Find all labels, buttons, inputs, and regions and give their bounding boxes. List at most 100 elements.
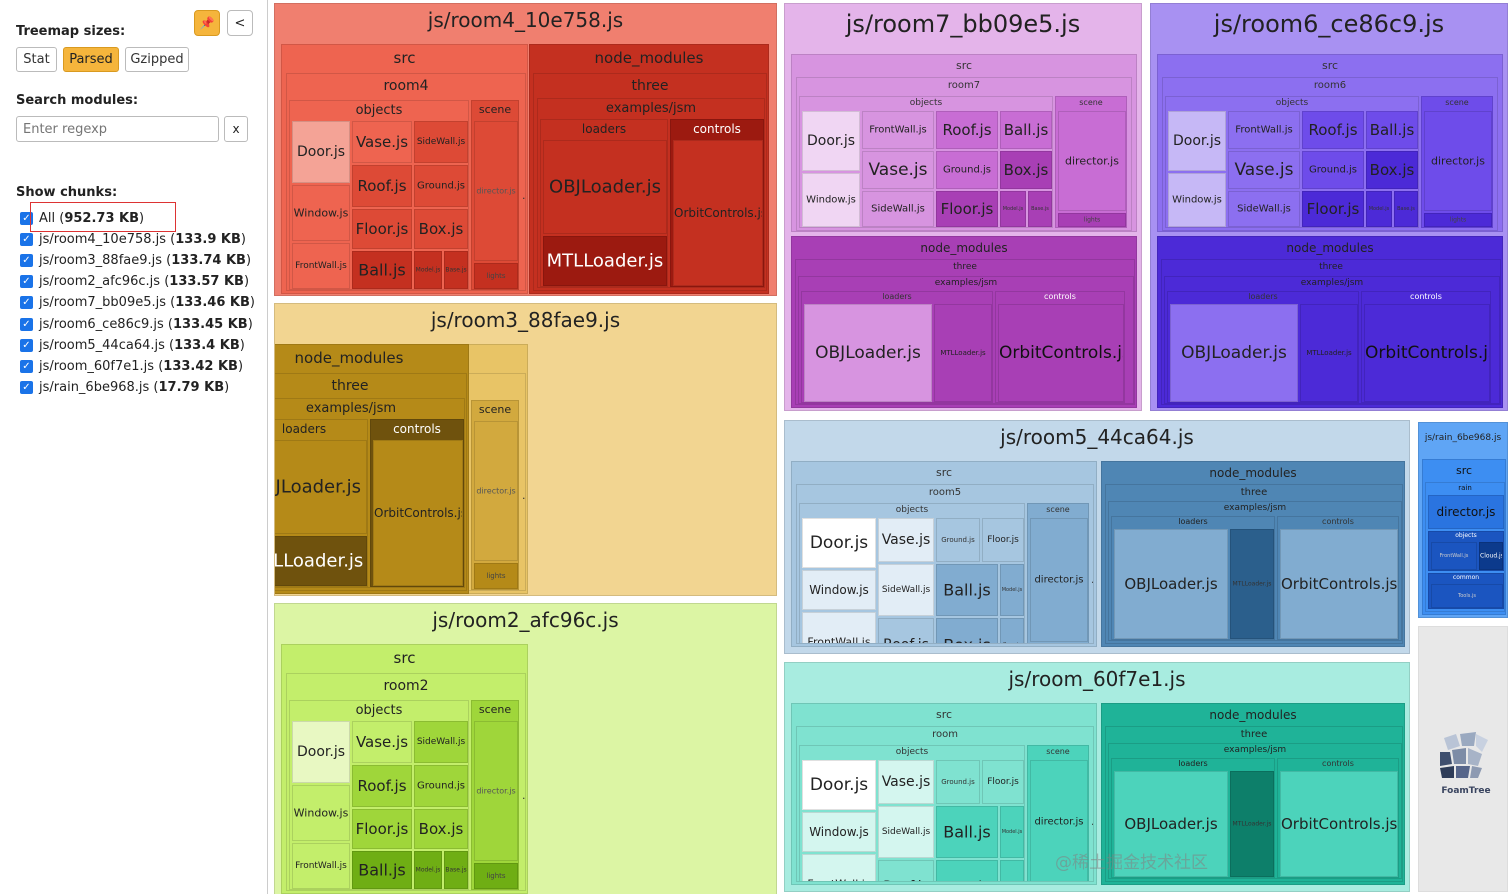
roof-module[interactable]: Roof.js [878, 618, 934, 643]
box-module[interactable]: Box.js [1000, 151, 1052, 189]
frontwall-module[interactable]: FrontWall.js [292, 243, 350, 289]
model-module[interactable]: Model.js [414, 251, 442, 289]
chunk-checkbox[interactable]: ✓ js/room6_ce86c9.js (133.45 KB) [20, 314, 253, 334]
chunk-room[interactable]: js/room_60f7e1.js src room objects Door.js Wi… [784, 662, 1410, 892]
ground-module[interactable]: Ground.js [414, 765, 468, 807]
controls-folder[interactable]: controls OrbitControls.js [995, 291, 1125, 403]
controls-folder[interactable]: controls OrbitControls.js [670, 119, 764, 287]
chunk-room2[interactable]: js/room2_afc96c.js src room2 objects Door.js… [274, 603, 777, 894]
base-module[interactable]: Base.js [444, 251, 468, 289]
box-module[interactable]: Box.js [414, 209, 468, 249]
three-folder[interactable]: three examples/jsm loaders OBJLoader.js MTLL… [795, 259, 1135, 405]
ground-module[interactable]: Ground.js [936, 760, 980, 804]
model-module[interactable]: Model.js [1000, 806, 1024, 858]
director-module[interactable]: director.js [474, 421, 518, 561]
director-module[interactable]: director.js [1428, 495, 1504, 529]
size-gzipped-button[interactable]: Gzipped [125, 47, 189, 72]
window-module[interactable]: Window.js [802, 812, 876, 852]
three-folder[interactable]: three examples/jsm loaders OBJLoader.js MTLL… [1161, 259, 1501, 405]
objects-folder[interactable]: objects Door.js Window.js FrontWall.js Vase.… [799, 745, 1025, 881]
model-module[interactable]: Model.js [1000, 191, 1026, 227]
window-module[interactable]: Window.js [802, 173, 860, 227]
checkbox-icon[interactable]: ✓ [20, 275, 33, 289]
examples-folder[interactable]: examples/jsm loaders OBJLoader.js MTLLoader… [1108, 743, 1402, 879]
room-folder[interactable]: room7 objects Door.js Window.js FrontWall.js… [796, 77, 1132, 231]
ground-module[interactable]: Ground.js [414, 165, 468, 207]
src-folder[interactable]: src room6 objects Door.js Window.js FrontWall… [1157, 54, 1503, 232]
chunk-checkbox[interactable]: ✓ js/room5_44ca64.js (133.4 KB) [20, 335, 245, 355]
checkbox-icon[interactable]: ✓ [20, 296, 33, 310]
door-module[interactable]: Door.js [292, 121, 350, 183]
vase-module[interactable]: Vase.js [862, 151, 934, 189]
director-module[interactable]: director.js [1030, 760, 1088, 881]
director-module[interactable]: director.js [474, 121, 518, 261]
chunk-checkbox[interactable]: ✓ js/rain_6be968.js (17.79 KB) [20, 378, 229, 398]
objects-folder[interactable]: objects Door.js Window.js FrontWall.js Roof.… [799, 96, 1053, 228]
base-module[interactable]: Base.js [1000, 860, 1024, 881]
src-folder[interactable]: src room2 objects Door.js Window.js FrontWall… [281, 644, 528, 894]
floor-module[interactable]: Floor.js [352, 809, 412, 849]
window-module[interactable]: Window.js [292, 785, 350, 841]
sidewall-module[interactable]: SideWall.js [878, 806, 934, 858]
three-folder[interactable]: three examples/jsm loaders OBJLoader.js MTLL… [1105, 726, 1403, 882]
checkbox-icon[interactable]: ✓ [20, 211, 33, 225]
three-folder[interactable]: three examples/jsm loaders OBJLoader.js MTLL… [275, 373, 467, 591]
src-folder[interactable]: src room5 objects Door.js Window.js FrontWall… [791, 461, 1097, 647]
door-module[interactable]: Door.js [802, 111, 860, 171]
sidewall-module[interactable]: SideWall.js [414, 721, 468, 763]
examples-folder[interactable]: examples/jsm loaders OBJLoader.js MTLLoader… [1108, 501, 1402, 641]
src-folder[interactable]: src room7 objects Door.js Window.js FrontWall… [791, 54, 1137, 232]
examples-folder[interactable]: examples/jsm loaders OBJLoader.js MTLLoader… [798, 276, 1134, 404]
lights-module[interactable]: lights [474, 563, 518, 589]
pin-button[interactable]: 📌 [194, 10, 220, 36]
mtlloader-module[interactable]: MTLLoader.js [1230, 771, 1274, 877]
examples-folder[interactable]: examples/jsm loaders OBJLoader.js MTLLoader… [1164, 276, 1500, 404]
chunk-room6[interactable]: js/room6_ce86c9.js src room6 objects Door.js… [1150, 3, 1508, 411]
base-module[interactable]: Base.js [444, 851, 468, 889]
lights-module[interactable]: lights [474, 863, 518, 889]
objloader-module[interactable]: OBJLoader.js [275, 440, 367, 534]
frontwall-module[interactable]: FrontWall.js [802, 854, 876, 881]
frontwall-module[interactable]: FrontWall.js [292, 843, 350, 889]
orbitcontrols-module[interactable]: OrbitControls.js [998, 304, 1124, 402]
chunk-rain[interactable]: js/rain_6be968.js src rain director.js objec… [1418, 422, 1508, 618]
room-folder[interactable]: room2 objects Door.js Window.js FrontWall.js… [286, 673, 526, 891]
frontwall-module[interactable]: FrontWall.js [802, 612, 876, 643]
door-module[interactable]: Door.js [1168, 111, 1226, 171]
checkbox-icon[interactable]: ✓ [20, 338, 33, 352]
floor-module[interactable]: Floor.js [982, 518, 1024, 562]
room-folder[interactable]: room5 objects Door.js Window.js FrontWall.js… [796, 484, 1094, 644]
objects-folder[interactable]: objects FrontWall.js Cloud.js [1428, 531, 1504, 571]
checkbox-icon[interactable]: ✓ [20, 253, 33, 267]
ball-module[interactable]: Ball.js [936, 564, 998, 616]
vase-module[interactable]: Vase.js [878, 760, 934, 804]
sidewall-module[interactable]: SideWall.js [862, 191, 934, 227]
frontwall-module[interactable]: FrontWall.js [862, 111, 934, 149]
roof-module[interactable]: Roof.js [936, 111, 998, 149]
size-stat-button[interactable]: Stat [16, 47, 57, 72]
ball-module[interactable]: Ball.js [352, 851, 412, 889]
model-module[interactable]: Model.js [414, 851, 442, 889]
checkbox-icon[interactable]: ✓ [20, 317, 33, 331]
chunk-checkbox[interactable]: ✓ js/room4_10e758.js (133.9 KB) [20, 229, 246, 249]
door-module[interactable]: Door.js [802, 518, 876, 568]
sidewall-module[interactable]: SideWall.js [878, 564, 934, 616]
treemap[interactable]: js/room4_10e758.js src room4 objects Door.js… [270, 0, 1512, 894]
objloader-module[interactable]: OBJLoader.js [543, 140, 667, 234]
director-module[interactable]: director.js [474, 721, 518, 861]
mtlloader-module[interactable]: MTLLoader.js [275, 536, 367, 586]
chunk-checkbox[interactable]: ✓ js/room2_afc96c.js (133.57 KB) [20, 272, 249, 292]
window-module[interactable]: Window.js [1168, 173, 1226, 227]
three-folder[interactable]: three examples/jsm loaders OBJLoader.js MTLL… [533, 73, 767, 291]
